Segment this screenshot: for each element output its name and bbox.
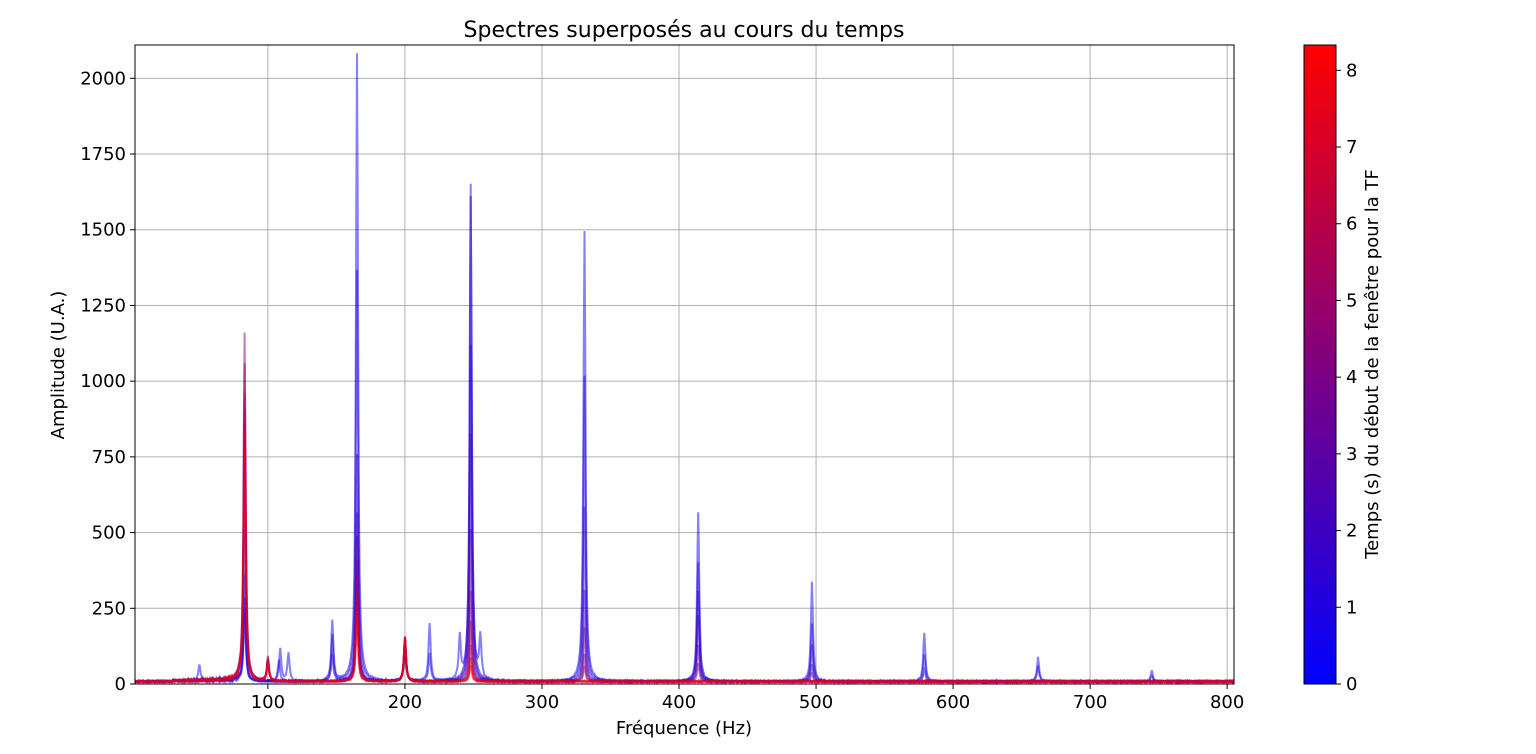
x-tick-label: 300: [525, 692, 559, 713]
y-tick-label: 1250: [80, 295, 126, 316]
x-axis-label: Fréquence (Hz): [616, 718, 752, 739]
spectrum-line: [135, 392, 1234, 684]
spectrum-line: [135, 53, 1234, 684]
y-tick-label: 750: [92, 447, 126, 468]
spectrum-line: [135, 344, 1234, 684]
colorbar: [1303, 44, 1337, 685]
y-tick-label: 1750: [80, 144, 126, 165]
colorbar-tick-label: 2: [1346, 521, 1357, 542]
spectrum-line: [135, 445, 1234, 684]
y-tick-label: 500: [92, 523, 126, 544]
y-tick-label: 0: [115, 674, 126, 695]
x-tick-label: 100: [251, 692, 285, 713]
colorbar-label: Temps (s) du début de la fenêtre pour la…: [1362, 169, 1383, 560]
y-tick-label: 2000: [80, 68, 126, 89]
y-tick-label: 1500: [80, 220, 126, 241]
x-tick-label: 200: [388, 692, 422, 713]
colorbar-tick-label: 5: [1346, 290, 1357, 311]
spectrum-line: [135, 433, 1234, 684]
x-axis-ticks: 100 200 300 400 500 600 700 800: [251, 684, 1244, 713]
spectra-lines: [135, 53, 1234, 684]
colorbar-tick-label: 1: [1346, 597, 1357, 618]
colorbar-ticks: 0 1 2 3 4 5 6 7 8: [1336, 60, 1357, 695]
spectrum-line: [135, 332, 1234, 684]
y-axis-label: Amplitude (U.A.): [48, 291, 69, 440]
colorbar-tick-label: 4: [1346, 367, 1357, 388]
x-tick-label: 500: [799, 692, 833, 713]
colorbar-tick-label: 7: [1346, 137, 1357, 158]
colorbar-tick-label: 3: [1346, 444, 1357, 465]
colorbar-tick-label: 0: [1346, 674, 1357, 695]
colorbar-tick-label: 6: [1346, 214, 1357, 235]
x-tick-label: 400: [662, 692, 696, 713]
y-axis-ticks: 0 250 500 750 1000 1250 1500 1750 2000: [80, 68, 135, 695]
spectrum-line: [135, 196, 1234, 684]
plot-frame: [134, 44, 1235, 685]
colorbar-tick-label: 8: [1346, 60, 1357, 81]
x-tick-label: 700: [1073, 692, 1107, 713]
spectrum-line: [135, 408, 1234, 684]
x-tick-label: 600: [936, 692, 970, 713]
spectrum-line: [135, 363, 1234, 684]
x-tick-label: 800: [1210, 692, 1244, 713]
spectrum-line: [135, 424, 1234, 684]
grid: [135, 45, 1234, 685]
y-tick-label: 1000: [80, 371, 126, 392]
y-tick-label: 250: [92, 598, 126, 619]
chart-title: Spectres superposés au cours du temps: [464, 18, 905, 43]
